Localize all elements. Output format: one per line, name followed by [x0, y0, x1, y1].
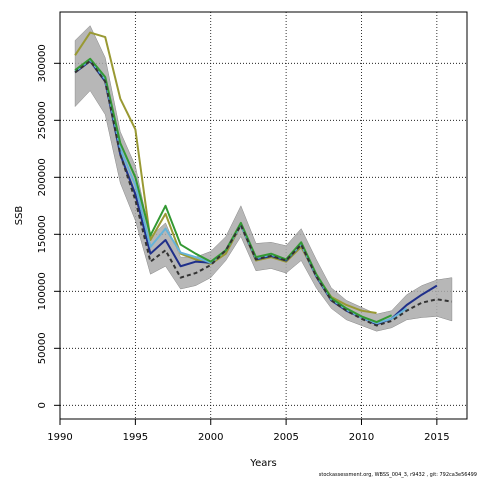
y-axis-label: SSB [14, 206, 25, 226]
series-line-5 [74, 60, 453, 327]
x-tick-label: 2010 [349, 432, 374, 443]
x-tick-label: 1990 [47, 432, 72, 443]
x-tick-label: 2015 [424, 432, 449, 443]
footer-credit: stockassessment.org, WBSS_004_3, r9432 ,… [318, 472, 477, 478]
x-tick-label: 2000 [198, 432, 223, 443]
y-tick-label: 150000 [37, 215, 48, 253]
y-tick-label: 0 [37, 402, 48, 408]
y-tick-label: 300000 [37, 44, 48, 82]
x-tick-label: 1995 [123, 432, 148, 443]
x-axis-label: Years [249, 458, 276, 469]
confidence-band [74, 25, 453, 332]
grid-lines [59, 12, 467, 419]
confidence-band-layer [74, 25, 453, 332]
x-tick-label: 2005 [273, 432, 298, 443]
y-tick-label: 50000 [37, 332, 48, 364]
y-tick-label: 100000 [37, 272, 48, 310]
y-axis: 0 50000 100000 150000 200000 250000 300000 [37, 44, 61, 409]
plot-frame [59, 11, 468, 420]
x-axis: 1990 1995 2000 2005 2010 2015 [47, 418, 450, 443]
y-tick-label: 200000 [37, 158, 48, 196]
y-tick-label: 250000 [37, 101, 48, 139]
series-line-4 [74, 57, 393, 324]
series-layer [74, 31, 453, 327]
